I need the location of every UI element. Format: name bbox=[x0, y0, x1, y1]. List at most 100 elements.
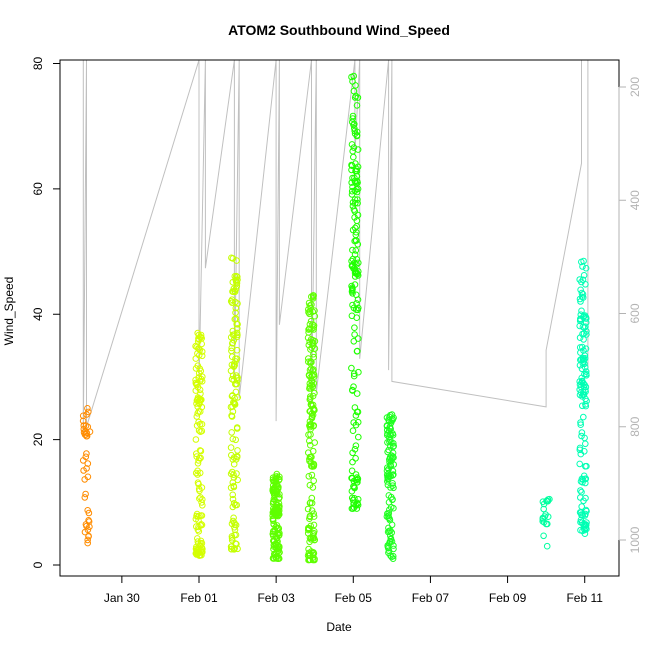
data-point bbox=[310, 461, 318, 469]
data-point bbox=[227, 444, 235, 451]
data-point bbox=[80, 467, 87, 474]
data-point bbox=[192, 376, 199, 384]
data-point bbox=[354, 272, 362, 279]
y-tick-label: 0 bbox=[31, 561, 45, 568]
data-point bbox=[230, 471, 237, 479]
data-point bbox=[354, 408, 362, 416]
data-point bbox=[309, 340, 317, 347]
data-point bbox=[228, 344, 235, 352]
data-point bbox=[389, 480, 396, 487]
data-point bbox=[385, 465, 392, 473]
data-point bbox=[353, 102, 361, 109]
data-point bbox=[352, 455, 359, 462]
data-point bbox=[83, 411, 90, 418]
data-point bbox=[351, 324, 358, 332]
data-point bbox=[85, 517, 92, 524]
x-axis-label: Date bbox=[326, 620, 352, 634]
data-point bbox=[543, 497, 551, 505]
data-point bbox=[308, 344, 316, 352]
data-point bbox=[234, 300, 241, 307]
data-point bbox=[229, 403, 236, 410]
data-point bbox=[307, 431, 314, 438]
data-point bbox=[540, 532, 547, 540]
data-point bbox=[194, 383, 202, 391]
data-point bbox=[582, 521, 589, 528]
data-point bbox=[310, 477, 318, 485]
data-point bbox=[309, 447, 317, 455]
data-point bbox=[354, 478, 361, 486]
data-point bbox=[351, 174, 358, 182]
data-point bbox=[232, 380, 239, 388]
data-point bbox=[576, 391, 584, 399]
data-point bbox=[229, 435, 237, 443]
data-point bbox=[192, 436, 200, 443]
data-point bbox=[385, 514, 392, 522]
data-point bbox=[232, 501, 239, 509]
data-point bbox=[310, 295, 317, 302]
data-point bbox=[348, 141, 356, 148]
data-point bbox=[228, 545, 235, 553]
data-point bbox=[305, 299, 313, 307]
data-point bbox=[348, 364, 355, 372]
data-point bbox=[390, 484, 397, 492]
data-point bbox=[350, 372, 358, 380]
data-point bbox=[229, 331, 237, 339]
data-point bbox=[273, 501, 281, 509]
data-point bbox=[385, 510, 393, 517]
data-point bbox=[581, 352, 589, 359]
data-point bbox=[231, 394, 238, 402]
data-point bbox=[192, 387, 200, 394]
data-point bbox=[311, 389, 318, 397]
data-point bbox=[388, 529, 396, 536]
data-point bbox=[582, 264, 590, 272]
data-point bbox=[581, 364, 589, 371]
data-point bbox=[82, 490, 89, 498]
y-axis: 0 20 40 60 80 bbox=[31, 57, 60, 568]
data-point bbox=[306, 512, 314, 520]
data-point bbox=[582, 281, 589, 288]
data-point bbox=[582, 402, 590, 410]
data-point bbox=[81, 494, 89, 501]
data-point bbox=[352, 160, 359, 167]
data-point bbox=[230, 285, 238, 293]
data-point bbox=[195, 418, 202, 426]
data-point bbox=[390, 504, 397, 512]
data-point bbox=[351, 196, 359, 203]
data-point bbox=[82, 453, 90, 461]
y2-tick-label: 600 bbox=[628, 303, 642, 323]
data-point bbox=[306, 437, 313, 445]
data-point bbox=[385, 446, 393, 454]
data-point bbox=[352, 421, 360, 429]
data-point bbox=[234, 377, 241, 384]
data-point bbox=[308, 381, 316, 389]
data-point bbox=[578, 429, 586, 436]
data-point bbox=[581, 312, 589, 319]
data-point bbox=[351, 273, 359, 280]
y-axis-label: Wind_Speed bbox=[2, 277, 16, 346]
data-point bbox=[192, 365, 200, 372]
secondary-series-group bbox=[82, 59, 589, 436]
data-point bbox=[578, 475, 586, 483]
data-point bbox=[582, 463, 589, 470]
data-point bbox=[308, 413, 316, 421]
data-point bbox=[354, 347, 361, 355]
data-point bbox=[310, 422, 318, 429]
data-point bbox=[276, 473, 283, 481]
data-point bbox=[195, 408, 202, 415]
x-tick-label: Jan 30 bbox=[104, 591, 140, 605]
data-point bbox=[270, 484, 278, 492]
data-point bbox=[269, 530, 277, 538]
data-point bbox=[354, 146, 362, 153]
data-point bbox=[386, 453, 394, 461]
data-point bbox=[383, 513, 391, 520]
data-point bbox=[580, 391, 588, 398]
data-point bbox=[577, 311, 585, 319]
data-point bbox=[387, 431, 395, 439]
data-point bbox=[351, 331, 358, 338]
data-point bbox=[197, 494, 204, 501]
data-point bbox=[194, 479, 202, 487]
data-point bbox=[193, 453, 200, 460]
data-point bbox=[198, 348, 206, 355]
